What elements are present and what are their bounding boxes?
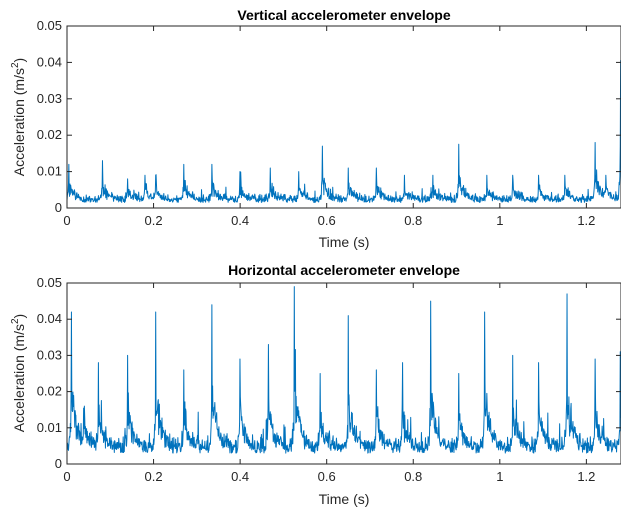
x-axis-label: Time (s) [319, 234, 370, 250]
vertical-envelope-plot: Vertical accelerometer envelope 0 0.2 0.4 0… [10, 7, 621, 250]
y-tick-label: 0.02 [37, 384, 62, 399]
y-tick-label: 0.04 [37, 311, 62, 326]
x-tick-label: 0 [63, 213, 70, 228]
axes-box [66, 282, 621, 465]
x-tick-label: 1.2 [577, 469, 595, 484]
x-tick-label: 0 [63, 469, 70, 484]
y-axis-label-text: Acceleration (m/s [11, 68, 27, 176]
chart-title: Vertical accelerometer envelope [237, 7, 450, 23]
y-tick-label: 0.03 [37, 91, 62, 106]
x-tick-label: 0.4 [231, 213, 249, 228]
y-tick-label: 0.04 [37, 54, 62, 69]
y-tick-label: 0 [55, 456, 62, 471]
x-tick-label: 1 [496, 469, 503, 484]
x-tick-label: 1.2 [577, 213, 595, 228]
y-axis-label: Acceleration (m/s2) [10, 314, 27, 432]
x-tick-label: 1 [496, 213, 503, 228]
y-axis-label-exponent: 2 [10, 318, 21, 324]
x-tick-label: 0.4 [231, 469, 249, 484]
y-tick-label: 0 [55, 200, 62, 215]
y-axis-label: Acceleration (m/s2) [10, 58, 27, 176]
x-axis-label: Time (s) [319, 491, 370, 507]
x-tick-label: 0.2 [145, 213, 163, 228]
x-tick-label: 0.6 [318, 213, 336, 228]
y-axis-label-text: Acceleration (m/s [11, 324, 27, 432]
x-tick-label: 0.8 [404, 213, 422, 228]
y-tick-label: 0.05 [37, 18, 62, 33]
y-axis-label-close: ) [11, 58, 27, 63]
y-tick-label: 0.01 [37, 164, 62, 179]
y-axis-label-close: ) [11, 314, 27, 319]
y-tick-label: 0.01 [37, 420, 62, 435]
axes-box [66, 25, 621, 209]
y-tick-label: 0.02 [37, 127, 62, 142]
horizontal-envelope-plot: Horizontal accelerometer envelope 0 0.2 0.… [10, 262, 621, 507]
signal-line [66, 286, 621, 454]
x-tick-label: 0.6 [318, 469, 336, 484]
y-axis-label-exponent: 2 [10, 62, 21, 68]
chart-title: Horizontal accelerometer envelope [228, 262, 460, 278]
x-tick-label: 0.2 [145, 469, 163, 484]
y-tick-label: 0.05 [37, 275, 62, 290]
y-tick-label: 0.03 [37, 347, 62, 362]
signal-line [66, 60, 621, 204]
x-tick-label: 0.8 [404, 469, 422, 484]
